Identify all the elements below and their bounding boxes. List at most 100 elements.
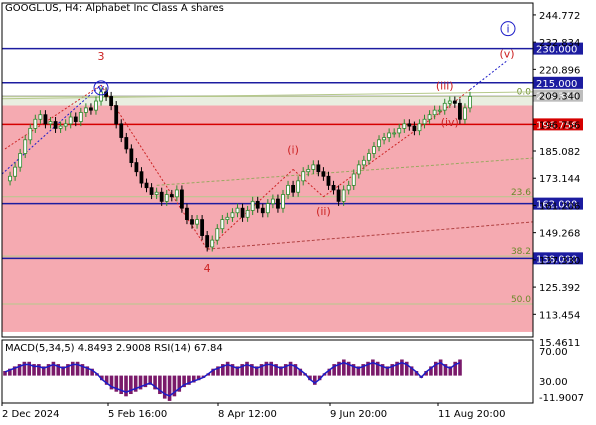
x-tick-label: 5 Feb 16:00 (108, 409, 167, 420)
wave-label-blue-v-circle (93, 80, 109, 96)
candle-body (200, 219, 205, 236)
candle-body (321, 171, 326, 177)
fib-zone-top (2, 96, 533, 106)
macd-bar (332, 364, 336, 376)
macd-bar (51, 361, 56, 376)
y-tick-label: 209.340 (539, 92, 580, 103)
y-tick-label: 232.834 (539, 38, 580, 49)
macd-bar (371, 359, 375, 376)
y-tick-label: 185.082 (539, 147, 580, 158)
candle-body (245, 210, 250, 218)
x-tick-label: 8 Apr 12:00 (218, 409, 277, 420)
macd-bar (124, 375, 128, 397)
candle-body (73, 116, 78, 122)
chart-description: Alphabet Inc Class A shares (85, 3, 224, 14)
chart-symbol: GOOGL.US, H4: (5, 3, 83, 14)
candle-body (311, 164, 316, 170)
x-tick-label: 11 Aug 20:00 (438, 409, 505, 420)
macd-bar (167, 375, 172, 401)
candle-body (180, 189, 184, 209)
macd-bar (66, 364, 70, 376)
macd-tick-label: 70.00 (539, 347, 568, 358)
fib-zone-layer: 0.023.638.250.0 (2, 87, 533, 332)
macd-bar (375, 361, 380, 376)
level-tag (533, 42, 583, 55)
macd-bar (70, 361, 75, 376)
wave-label-iii: (iii) (436, 80, 454, 93)
level-tag-label: 209.340 (536, 92, 577, 103)
candle-body (89, 107, 93, 111)
macd-bar (129, 375, 133, 395)
candle-body (316, 164, 321, 173)
fib-trend-line (1, 91, 534, 100)
y-tick-label: 149.268 (539, 229, 580, 240)
macd-bar (148, 375, 153, 385)
level-tag (533, 89, 583, 102)
candle-body (23, 139, 28, 154)
wave-label-blue-i-circle (500, 21, 516, 37)
channel-lower (207, 221, 534, 250)
candle-body (270, 198, 275, 205)
candle-body (114, 105, 119, 125)
candle-body (296, 180, 301, 193)
candle-body (422, 118, 427, 125)
candle-body (164, 194, 169, 202)
candle-body (33, 118, 38, 129)
level-tag (533, 118, 583, 131)
candle-body (134, 162, 139, 173)
fib-label: 38.2 (511, 247, 531, 257)
macd-bar (61, 366, 65, 376)
macd-bar (8, 368, 12, 376)
wave-label-blue-i: i (506, 23, 509, 36)
macd-bar (22, 361, 27, 376)
candle-body (215, 228, 220, 241)
wave-label-4: 4 (204, 262, 211, 275)
macd-bar (221, 364, 225, 376)
macd-bar (56, 364, 61, 376)
chart-frame (1, 2, 534, 338)
macd-bar (409, 366, 414, 376)
macd-bar (448, 366, 453, 376)
macd-bar (230, 364, 235, 376)
macd-bar (458, 359, 462, 376)
macd-bar (41, 366, 46, 376)
candle-body (129, 148, 134, 163)
macd-bar (366, 361, 370, 376)
candle-body (185, 207, 189, 220)
fib-label: 23.6 (511, 188, 531, 198)
candle-body (452, 100, 457, 104)
macd-bar (351, 364, 356, 376)
candle-body (392, 132, 397, 135)
candle-body (437, 109, 442, 112)
candle-body (291, 184, 295, 193)
macd-bar (259, 364, 264, 376)
macd-bar (438, 359, 443, 376)
candle-body (442, 102, 447, 111)
candle-body (13, 166, 18, 177)
level-lines: 230.000 215.000 209.340 196.756 162.000 138.0… (2, 42, 583, 265)
macd-bar (46, 364, 51, 376)
macd-bar (254, 366, 259, 376)
level-tag-label: 162.000 (536, 200, 577, 211)
macd-bar (414, 370, 419, 376)
macd-bar (109, 375, 114, 390)
level-tag (533, 76, 583, 89)
macd-bar (240, 364, 244, 376)
candle-body (356, 164, 361, 175)
wave-label-ii: (ii) (316, 205, 331, 218)
macd-bar (104, 375, 109, 385)
wave-label-iv: (iv) (441, 116, 459, 129)
candle-body (220, 219, 225, 230)
candle-body (109, 96, 114, 106)
candle-body (361, 159, 366, 166)
macd-bar (395, 361, 399, 376)
macd-bar (433, 361, 438, 376)
macd-bar (90, 368, 94, 376)
chart-title: GOOGL.US, H4: Alphabet Inc Class A share… (5, 3, 224, 14)
y-tick-label: 196.756 (539, 120, 580, 131)
candle-body (48, 121, 53, 125)
y-tick-label: 125.392 (539, 283, 580, 294)
candle-body (341, 189, 346, 202)
candle-body (387, 132, 392, 138)
axes: 244.772 232.834 220.896 209.340 196.756 185.0… (1, 2, 580, 420)
